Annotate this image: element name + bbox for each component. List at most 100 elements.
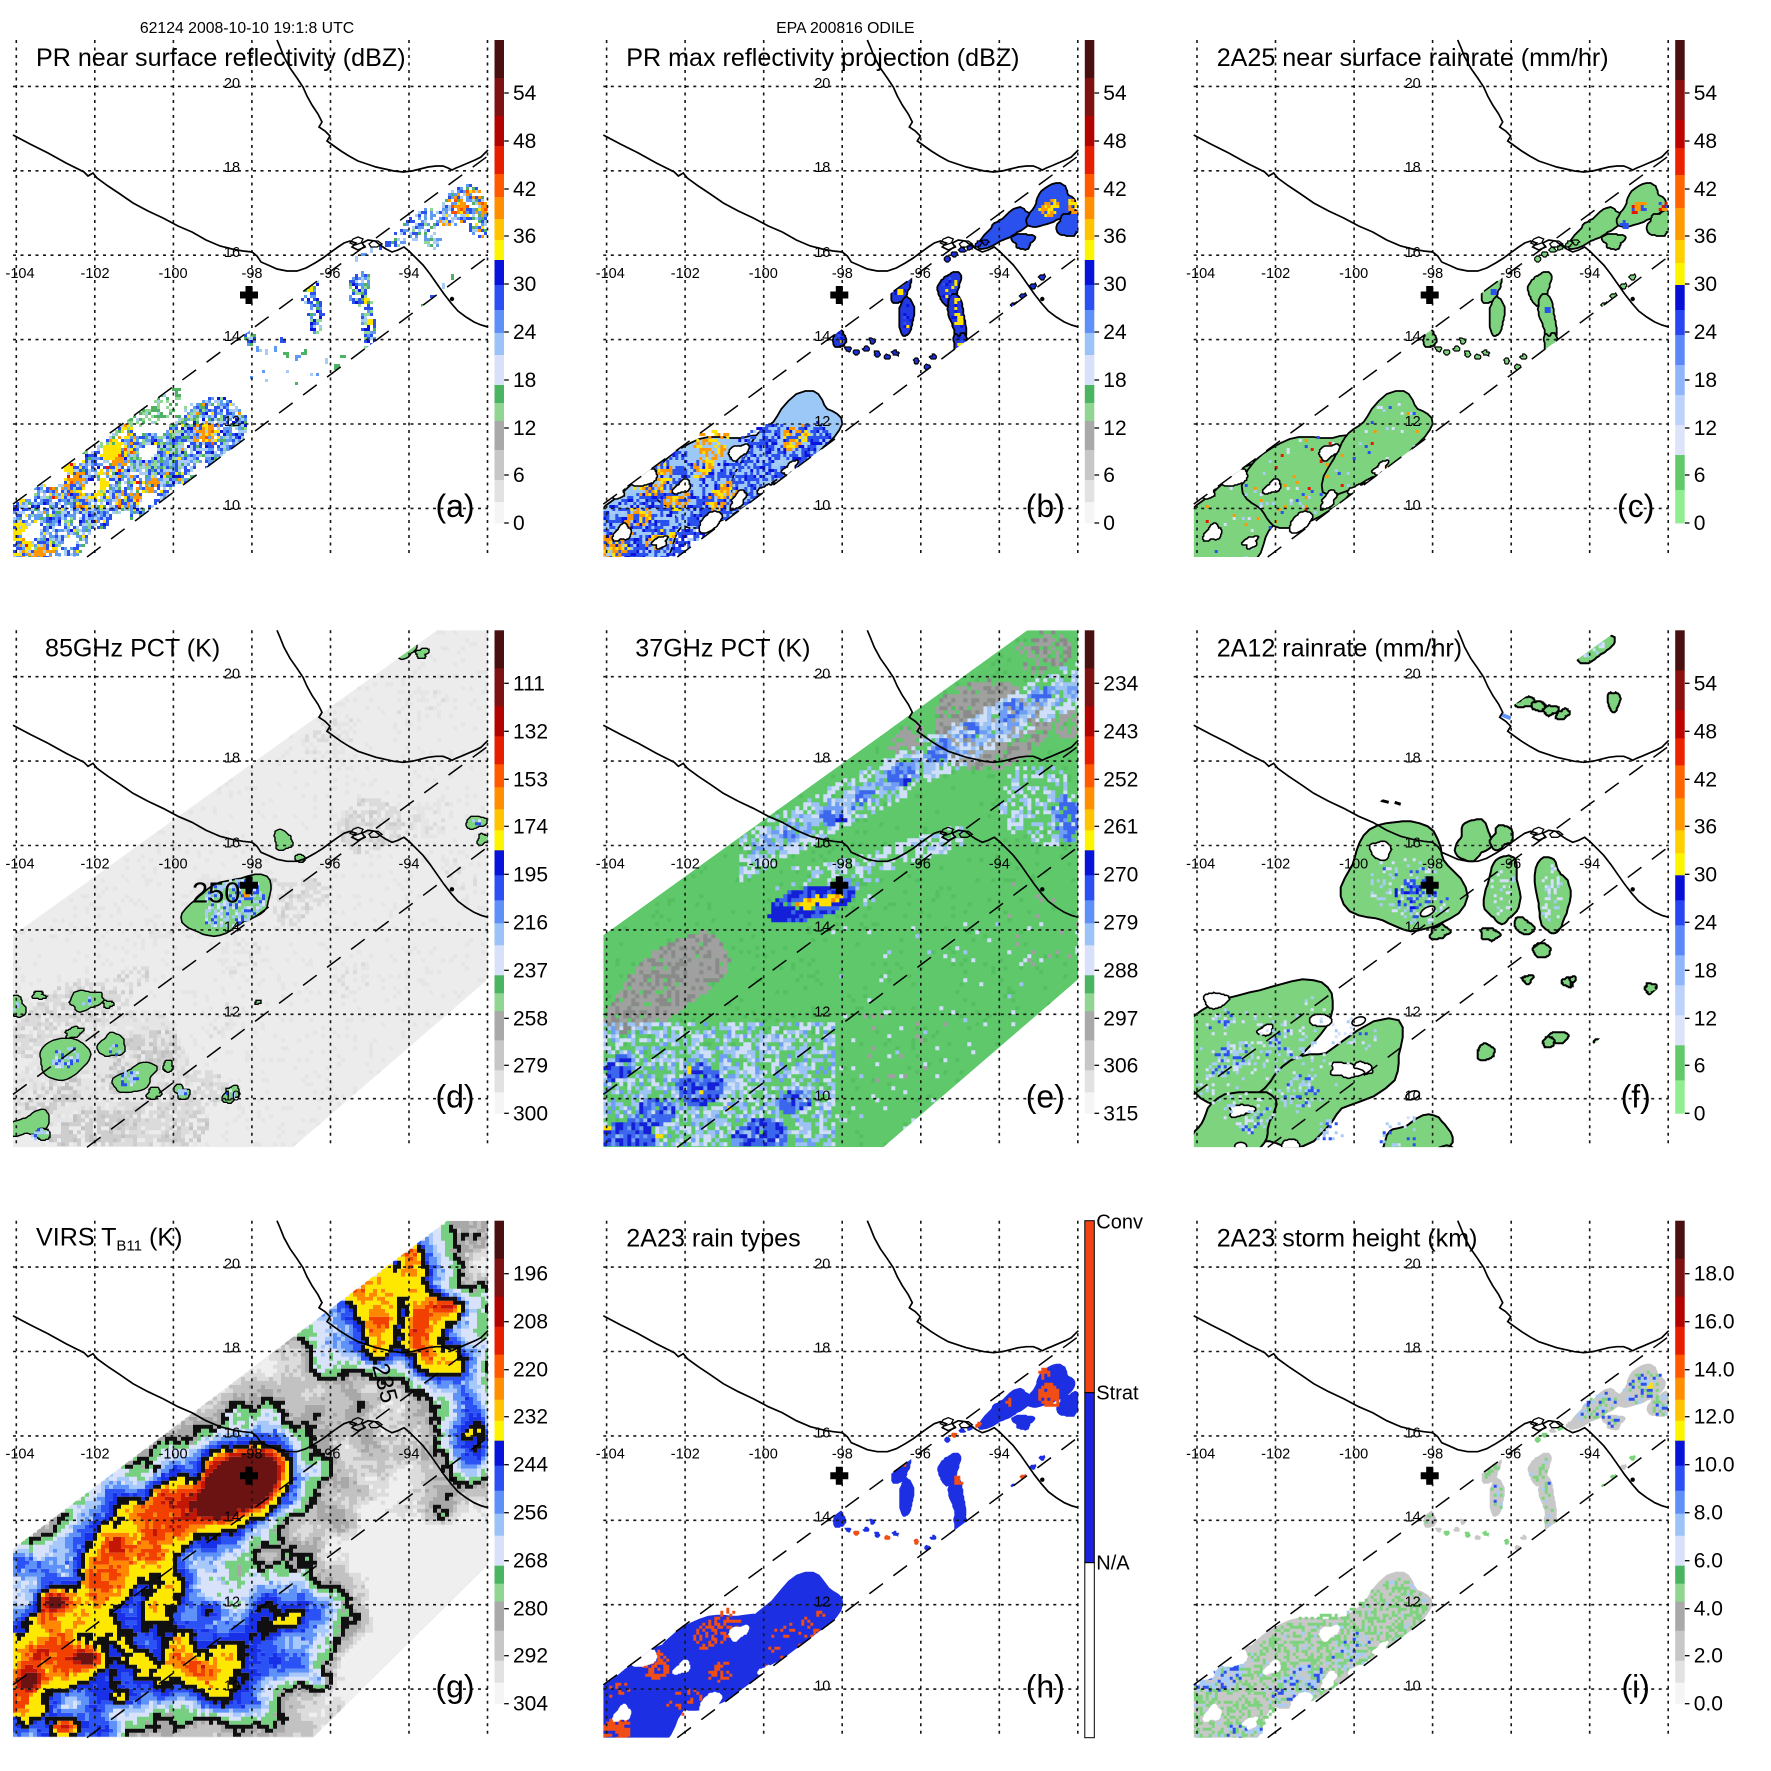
svg-text:0: 0: [1103, 512, 1115, 535]
svg-text:14: 14: [1405, 919, 1421, 935]
svg-text:-102: -102: [80, 1447, 109, 1463]
svg-text:PR max reflectivity projection: PR max reflectivity projection (dBZ): [626, 44, 1019, 72]
svg-text:10: 10: [224, 1088, 240, 1104]
svg-text:243: 243: [1103, 720, 1138, 743]
svg-text:12: 12: [1694, 417, 1717, 440]
svg-text:12: 12: [224, 1004, 240, 1020]
svg-text:-98: -98: [832, 856, 853, 872]
svg-text:12: 12: [513, 417, 536, 440]
svg-text:24: 24: [513, 321, 537, 344]
svg-text:14: 14: [814, 919, 830, 935]
svg-text:2A25 near surface rainrate (mm: 2A25 near surface rainrate (mm/hr): [1217, 44, 1609, 72]
svg-text:14: 14: [814, 1510, 830, 1526]
svg-text:10: 10: [1405, 498, 1421, 514]
svg-text:261: 261: [1103, 815, 1138, 838]
svg-text:Conv: Conv: [1096, 1212, 1143, 1234]
svg-text:-102: -102: [1261, 266, 1290, 282]
svg-text:6: 6: [1694, 1054, 1706, 1077]
svg-text:252: 252: [1103, 768, 1138, 791]
svg-text:-98: -98: [1422, 266, 1443, 282]
svg-text:14: 14: [224, 1510, 240, 1526]
svg-text:2A23 storm height (km): 2A23 storm height (km): [1217, 1225, 1478, 1253]
svg-text:-94: -94: [399, 856, 420, 872]
svg-text:20: 20: [1405, 1257, 1421, 1273]
svg-text:(a): (a): [435, 488, 474, 524]
svg-text:-94: -94: [989, 266, 1010, 282]
svg-text:-104: -104: [1186, 266, 1215, 282]
svg-text:14: 14: [1405, 1510, 1421, 1526]
svg-text:(d): (d): [435, 1078, 474, 1114]
svg-text:-104: -104: [596, 1447, 625, 1463]
svg-text:-102: -102: [671, 1447, 700, 1463]
svg-text:2.0: 2.0: [1694, 1645, 1723, 1668]
svg-text:-100: -100: [749, 266, 778, 282]
svg-text:14: 14: [814, 329, 830, 345]
svg-text:(c): (c): [1617, 488, 1654, 524]
svg-text:18: 18: [224, 1341, 240, 1357]
svg-text:-94: -94: [399, 266, 420, 282]
svg-text:304: 304: [513, 1693, 548, 1716]
svg-text:54: 54: [1694, 82, 1718, 105]
svg-text:12: 12: [1103, 417, 1126, 440]
svg-text:6: 6: [1103, 464, 1115, 487]
svg-text:-104: -104: [1186, 1447, 1215, 1463]
svg-text:18: 18: [224, 750, 240, 766]
svg-text:-100: -100: [158, 1447, 187, 1463]
svg-text:-102: -102: [80, 266, 109, 282]
svg-text:20: 20: [1405, 76, 1421, 92]
svg-text:N/A: N/A: [1096, 1553, 1130, 1575]
svg-text:18: 18: [1405, 750, 1421, 766]
svg-text:EPA 200816 ODILE: EPA 200816 ODILE: [776, 20, 914, 37]
svg-text:234: 234: [1103, 672, 1138, 695]
svg-text:270: 270: [1103, 863, 1138, 886]
svg-text:232: 232: [513, 1406, 548, 1429]
svg-text:237: 237: [513, 959, 548, 982]
svg-text:-100: -100: [158, 266, 187, 282]
svg-text:16: 16: [224, 835, 240, 851]
svg-text:10: 10: [1405, 1679, 1421, 1695]
svg-text:12: 12: [1405, 1004, 1421, 1020]
svg-text:-94: -94: [1579, 266, 1600, 282]
svg-text:-104: -104: [596, 856, 625, 872]
svg-text:2A23 rain types: 2A23 rain types: [626, 1225, 800, 1253]
svg-text:16: 16: [814, 1426, 830, 1442]
svg-text:20: 20: [224, 76, 240, 92]
svg-text:10: 10: [814, 1088, 830, 1104]
svg-text:-94: -94: [989, 856, 1010, 872]
svg-text:12: 12: [814, 1595, 830, 1611]
svg-text:-94: -94: [1579, 1447, 1600, 1463]
svg-text:174: 174: [513, 815, 548, 838]
svg-text:279: 279: [513, 1054, 548, 1077]
svg-text:132: 132: [513, 720, 548, 743]
svg-text:-102: -102: [1261, 856, 1290, 872]
svg-text:16: 16: [814, 245, 830, 261]
svg-text:-96: -96: [1500, 266, 1521, 282]
svg-text:42: 42: [1103, 178, 1126, 201]
svg-text:18: 18: [1405, 160, 1421, 176]
svg-text:12: 12: [1694, 1007, 1717, 1030]
svg-text:48: 48: [1694, 720, 1717, 743]
svg-text:-100: -100: [158, 856, 187, 872]
svg-text:-104: -104: [1186, 856, 1215, 872]
svg-text:-98: -98: [242, 266, 263, 282]
svg-text:20: 20: [814, 76, 830, 92]
svg-text:-102: -102: [1261, 1447, 1290, 1463]
svg-text:36: 36: [1694, 225, 1717, 248]
svg-text:244: 244: [513, 1454, 548, 1477]
svg-text:0: 0: [1694, 512, 1706, 535]
svg-text:42: 42: [1694, 768, 1717, 791]
svg-text:VIRS TB11 (K): VIRS TB11 (K): [36, 1224, 182, 1255]
svg-text:195: 195: [513, 863, 548, 886]
svg-text:-100: -100: [1339, 266, 1368, 282]
svg-text:208: 208: [513, 1311, 548, 1334]
svg-text:10: 10: [814, 1679, 830, 1695]
svg-text:-98: -98: [1422, 856, 1443, 872]
svg-text:12: 12: [224, 1595, 240, 1611]
svg-text:18: 18: [513, 369, 536, 392]
svg-text:196: 196: [513, 1263, 548, 1286]
svg-text:-100: -100: [1339, 1447, 1368, 1463]
svg-text:0: 0: [1694, 1102, 1706, 1125]
svg-text:12: 12: [814, 414, 830, 430]
svg-text:18: 18: [1405, 1341, 1421, 1357]
svg-text:-96: -96: [910, 266, 931, 282]
